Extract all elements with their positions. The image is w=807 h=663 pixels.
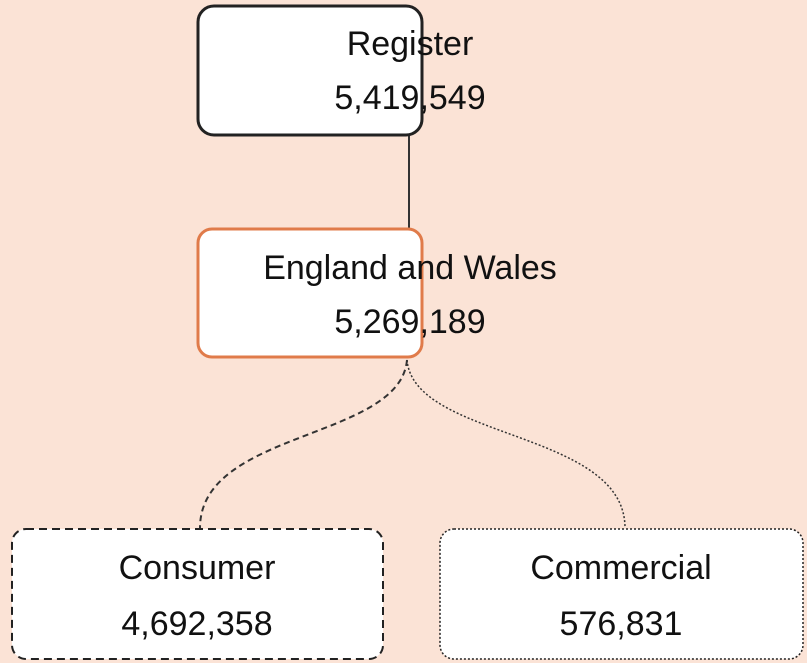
node-box (11, 528, 384, 660)
node-value: 4,692,358 (121, 605, 272, 643)
node-box (196, 227, 424, 359)
node-label: England and Wales (263, 249, 557, 287)
node-label: Commercial (530, 549, 711, 587)
node-label: Register (347, 25, 474, 63)
node-box (439, 528, 804, 660)
node-value: 5,269,189 (334, 303, 485, 341)
node-value: 5,419,549 (334, 79, 485, 117)
node-box (196, 4, 424, 137)
node-value: 576,831 (560, 605, 683, 643)
connector-dashed (199, 359, 408, 529)
node-label: Consumer (119, 549, 276, 587)
